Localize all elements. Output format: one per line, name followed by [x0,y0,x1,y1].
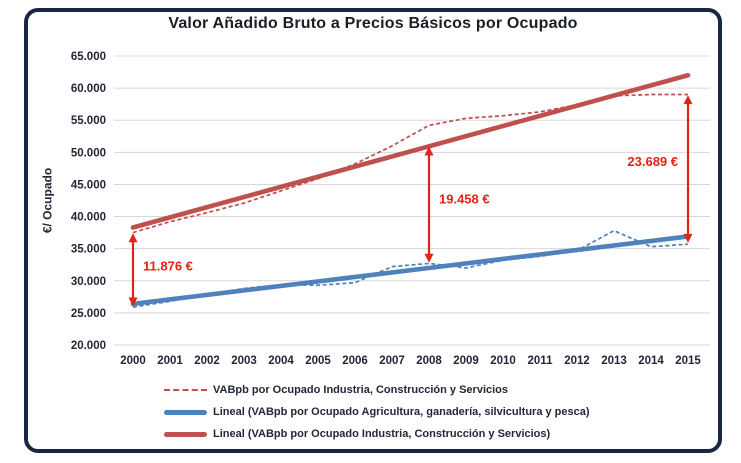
arrowhead-down [683,233,693,243]
legend-label: VABpb por Ocupado Industria, Construcció… [213,384,509,396]
legend-label: Lineal (VABpb por Ocupado Agricultura, g… [213,406,590,418]
y-tick-label: 30.000 [71,276,106,288]
x-tick-label: 2000 [120,355,146,367]
annotation-label: 19.458 € [439,192,490,207]
x-tick-label: 2001 [157,355,183,367]
arrowhead-up [683,95,693,105]
annotation-label: 11.876 € [143,259,193,274]
trendline-industria [130,72,691,230]
legend-label: Lineal (VABpb por Ocupado Industria, Con… [213,428,551,440]
y-tick-label: 65.000 [71,51,106,63]
x-tick-label: 2006 [342,355,368,367]
x-tick-label: 2010 [490,355,516,367]
y-tick-label: 40.000 [71,212,106,224]
y-tick-label: 55.000 [71,115,106,127]
arrowhead-down [128,297,138,307]
x-tick-label: 2013 [601,355,627,367]
x-tick-label: 2008 [416,355,442,367]
legend-marker-solid [164,409,207,415]
x-tick-label: 2002 [194,355,220,367]
x-tick-label: 2012 [564,355,590,367]
legend-marker-dashed [164,389,207,391]
legend-item: Lineal (VABpb por Ocupado Industria, Con… [164,425,590,443]
x-tick-label: 2014 [638,355,664,367]
x-tick-label: 2003 [231,355,257,367]
y-tick-label: 50.000 [71,147,106,159]
arrowhead-up [128,233,138,243]
x-tick-label: 2015 [675,355,701,367]
y-tick-label: 25.000 [71,308,106,320]
legend: VABpb por Ocupado Industria, Construcció… [164,381,590,443]
annotation-label: 23.689 € [627,154,678,169]
x-tick-label: 2011 [528,355,554,367]
y-tick-label: 60.000 [71,83,106,95]
x-tick-label: 2007 [379,355,405,367]
legend-marker-solid [164,431,207,437]
y-tick-label: 20.000 [71,340,106,352]
trendline-agricultura [130,234,691,307]
x-tick-label: 2009 [453,355,479,367]
chart-title: Valor Añadido Bruto a Precios Básicos po… [168,15,578,32]
y-tick-label: 35.000 [71,244,106,256]
arrowhead-down [424,253,434,263]
x-tick-label: 2005 [305,355,331,367]
x-tick-label: 2004 [268,355,294,367]
y-tick-label: 45.000 [71,179,106,191]
legend-item: Lineal (VABpb por Ocupado Agricultura, g… [164,403,590,421]
legend-item: VABpb por Ocupado Industria, Construcció… [164,381,590,399]
series-line-industria [132,93,688,234]
arrowhead-up [424,146,434,156]
